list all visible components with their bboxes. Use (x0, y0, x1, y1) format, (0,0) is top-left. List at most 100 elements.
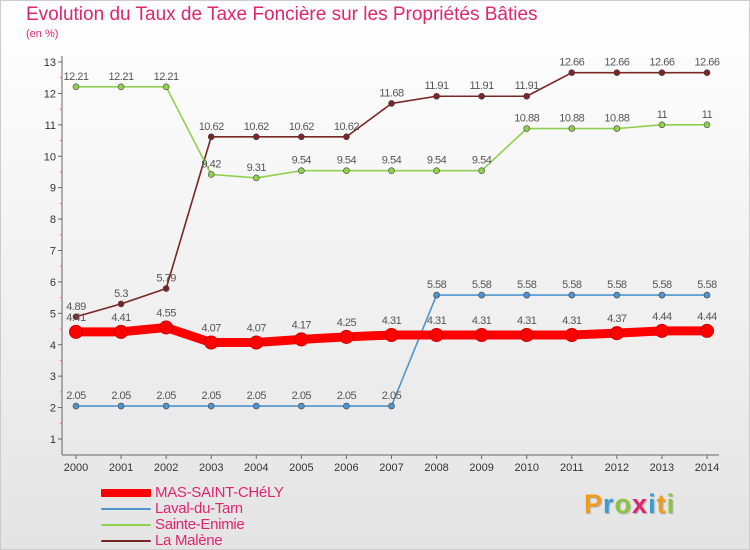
data-label-sainte-enimie: 9.42 (202, 158, 222, 170)
data-point-mas-saint-chely (339, 329, 354, 344)
data-label-la-malene: 12.66 (604, 57, 629, 69)
legend-label-sainte-enimie: Sainte-Enimie (155, 516, 245, 533)
data-label-sainte-enimie: 9.54 (472, 155, 492, 167)
data-point-mas-saint-chely (474, 328, 489, 343)
data-point-laval-du-tarn (117, 402, 125, 410)
y-tick-label: 10 (44, 151, 56, 163)
data-label-mas-saint-chely: 4.31 (427, 315, 447, 327)
data-label-mas-saint-chely: 4.41 (66, 312, 86, 324)
data-point-mas-saint-chely (609, 326, 624, 341)
data-point-la-malene (478, 92, 485, 100)
data-label-sainte-enimie: 10.88 (514, 113, 539, 125)
data-label-mas-saint-chely: 4.07 (202, 323, 222, 335)
data-point-la-malene (613, 69, 621, 76)
data-point-sainte-enimie (72, 83, 80, 91)
data-label-laval-du-tarn: 5.58 (652, 279, 672, 291)
x-tick-label: 2006 (334, 462, 358, 474)
data-point-la-malene (523, 92, 531, 100)
logo-letter: r (603, 489, 615, 519)
data-label-laval-du-tarn: 2.05 (247, 390, 267, 402)
x-tick-label: 2012 (605, 462, 629, 474)
data-label-la-malene: 10.62 (334, 121, 359, 133)
x-tick-label: 2001 (109, 462, 133, 474)
data-label-la-malene: 11.91 (515, 80, 540, 92)
data-label-mas-saint-chely: 4.37 (607, 313, 627, 325)
data-point-laval-du-tarn (613, 291, 621, 299)
data-label-la-malene: 11.91 (470, 80, 495, 92)
data-label-sainte-enimie: 9.54 (337, 155, 357, 167)
data-point-mas-saint-chely (654, 323, 669, 338)
data-label-la-malene: 4.89 (66, 301, 86, 313)
legend-swatch-laval-du-tarn (101, 508, 151, 510)
data-point-la-malene (298, 133, 305, 141)
data-label-mas-saint-chely: 4.31 (517, 315, 537, 327)
data-label-laval-du-tarn: 2.05 (292, 390, 312, 402)
data-point-mas-saint-chely (69, 324, 83, 339)
legend-label-la-malene: La Malène (155, 532, 223, 549)
data-label-mas-saint-chely: 4.55 (156, 307, 176, 319)
y-tick-label: 3 (50, 371, 56, 383)
y-axis-unit-label: (en %) (26, 28, 59, 40)
data-label-la-malene: 12.66 (559, 57, 584, 69)
data-point-la-malene (117, 300, 125, 308)
data-label-mas-saint-chely: 4.41 (111, 312, 131, 324)
y-tick-label: 4 (50, 340, 56, 352)
data-label-laval-du-tarn: 5.58 (697, 279, 717, 291)
data-label-laval-du-tarn: 5.58 (427, 279, 447, 291)
data-point-sainte-enimie (343, 167, 350, 175)
data-point-laval-du-tarn (207, 402, 215, 410)
y-tick-label: 8 (50, 214, 56, 226)
proxiti-logo: Proxiti (584, 489, 675, 520)
data-label-mas-saint-chely: 4.07 (247, 323, 267, 335)
data-point-sainte-enimie (298, 167, 305, 175)
data-label-la-malene: 10.62 (244, 121, 269, 133)
x-tick-label: 2005 (289, 462, 313, 474)
data-label-mas-saint-chely: 4.44 (652, 311, 672, 323)
y-tick-label: 7 (50, 246, 56, 258)
x-tick-label: 2003 (199, 462, 223, 474)
data-point-la-malene (207, 133, 215, 141)
x-tick-label: 2014 (695, 462, 719, 474)
y-tick-label: 6 (50, 277, 56, 289)
x-tick-label: 2002 (154, 462, 178, 474)
data-label-laval-du-tarn: 2.05 (337, 390, 357, 402)
data-point-mas-saint-chely (114, 324, 129, 339)
data-point-laval-du-tarn (433, 291, 440, 299)
chart-title: Evolution du Taux de Taxe Foncière sur l… (26, 4, 538, 25)
data-point-sainte-enimie (658, 121, 666, 129)
data-label-sainte-enimie: 9.54 (427, 155, 447, 167)
y-tick-label: 13 (44, 57, 56, 69)
data-label-mas-saint-chely: 4.31 (472, 315, 492, 327)
data-label-la-malene: 10.62 (199, 121, 224, 133)
data-point-laval-du-tarn (72, 402, 80, 410)
data-point-laval-du-tarn (478, 291, 485, 299)
data-label-sainte-enimie: 10.88 (604, 113, 629, 125)
data-point-mas-saint-chely (700, 323, 714, 338)
data-label-mas-saint-chely: 4.17 (292, 319, 312, 331)
data-point-la-malene (658, 69, 666, 76)
data-point-laval-du-tarn (658, 291, 666, 299)
x-tick-label: 2000 (64, 462, 88, 474)
data-point-la-malene (703, 69, 711, 76)
data-label-mas-saint-chely: 4.31 (562, 315, 582, 327)
data-point-la-malene (162, 285, 170, 292)
logo-letter: i (648, 489, 657, 519)
data-label-sainte-enimie: 11 (657, 109, 668, 121)
data-label-laval-du-tarn: 2.05 (66, 390, 86, 402)
x-tick-label: 2004 (244, 462, 268, 474)
data-label-la-malene: 12.66 (649, 57, 674, 69)
data-label-sainte-enimie: 9.54 (382, 155, 402, 167)
data-point-mas-saint-chely (294, 332, 309, 347)
data-point-sainte-enimie (207, 171, 215, 178)
data-point-la-malene (388, 100, 395, 107)
data-point-la-malene (433, 92, 440, 100)
data-point-la-malene (72, 313, 80, 321)
data-point-laval-du-tarn (252, 402, 260, 410)
data-label-sainte-enimie: 10.88 (559, 113, 584, 125)
data-point-sainte-enimie (568, 125, 576, 132)
data-point-mas-saint-chely (519, 328, 534, 343)
data-point-sainte-enimie (703, 121, 711, 129)
data-label-laval-du-tarn: 5.58 (517, 279, 537, 291)
legend-swatch-sainte-enimie (101, 524, 151, 526)
